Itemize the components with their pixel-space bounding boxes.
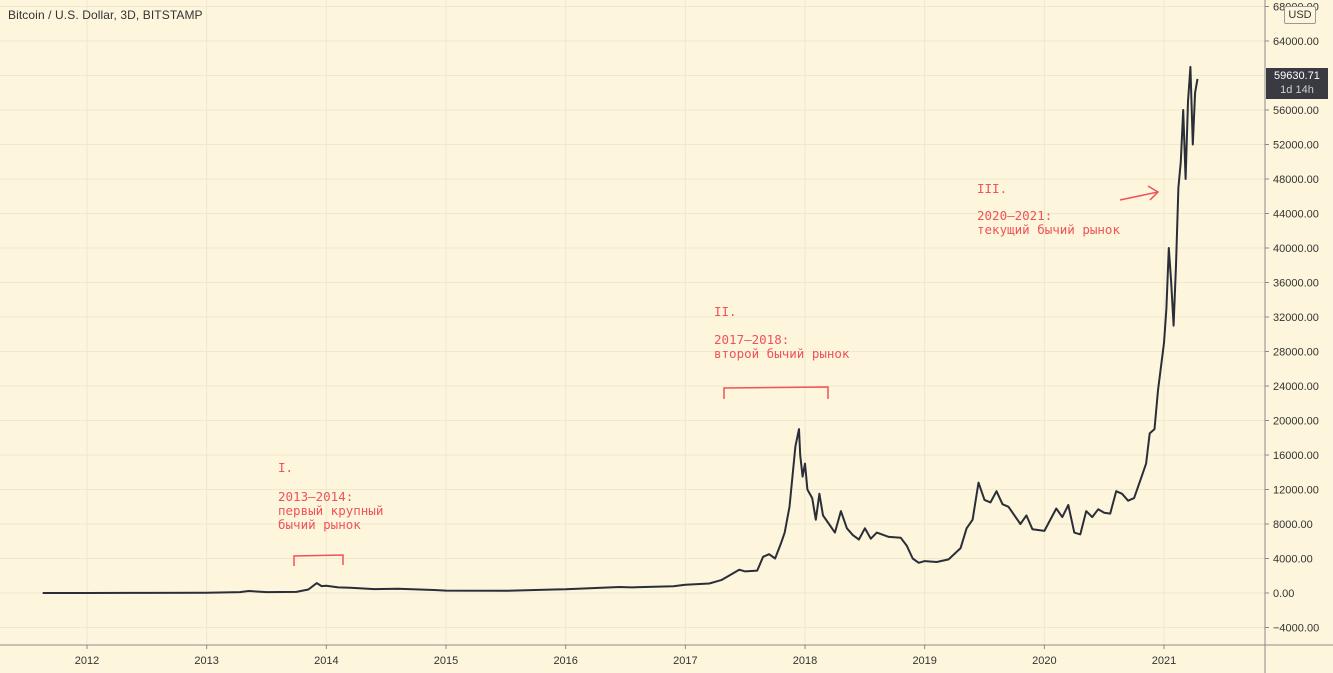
y-tick-label: 44000.00	[1273, 209, 1319, 221]
y-tick-label: 8000.00	[1273, 519, 1313, 531]
annotation-2-number: II.	[714, 304, 737, 319]
bar-countdown: 1d 14h	[1280, 84, 1314, 96]
currency-button[interactable]: USD	[1284, 6, 1316, 24]
y-tick-label: 64000.00	[1273, 36, 1319, 48]
y-tick-label: 0.00	[1273, 588, 1294, 600]
annotation-brackets	[293, 185, 1160, 566]
y-tick-label: 12000.00	[1273, 485, 1319, 497]
y-tick-label: 20000.00	[1273, 416, 1319, 428]
y-tick-label: 32000.00	[1273, 312, 1319, 324]
y-tick-label: −4000.00	[1273, 623, 1319, 635]
y-tick-label: 40000.00	[1273, 243, 1319, 255]
x-tick-label: 2014	[314, 655, 338, 667]
ticks: 68000.0064000.0056000.0052000.0048000.00…	[75, 2, 1319, 668]
y-tick-label: 4000.00	[1273, 554, 1313, 566]
y-tick-label: 52000.00	[1273, 140, 1319, 152]
x-tick-label: 2019	[912, 655, 936, 667]
arrow-3-shaft	[1119, 191, 1159, 201]
x-tick-label: 2018	[793, 655, 817, 667]
annotation-1-text: 2013–2014: первый крупный бычий рынок	[278, 489, 384, 532]
grid	[0, 0, 1265, 645]
annotation-1-number: I.	[278, 460, 294, 475]
price-line	[42, 65, 1199, 594]
annotation-3-number: III.	[977, 181, 1008, 196]
bracket-2	[723, 386, 829, 399]
bracket-1	[293, 554, 344, 566]
y-tick-label: 24000.00	[1273, 381, 1319, 393]
x-tick-label: 2017	[673, 655, 697, 667]
arrow-3-head	[1147, 185, 1160, 201]
x-tick-label: 2016	[553, 655, 577, 667]
x-tick-label: 2012	[75, 655, 99, 667]
y-tick-label: 36000.00	[1273, 278, 1319, 290]
x-tick-label: 2021	[1152, 655, 1176, 667]
last-price-value: 59630.71	[1274, 70, 1320, 82]
y-tick-label: 16000.00	[1273, 450, 1319, 462]
x-tick-label: 2015	[434, 655, 458, 667]
x-tick-label: 2013	[194, 655, 218, 667]
annotation-3-text: 2020–2021: текущий бычий рынок	[977, 208, 1120, 237]
y-tick-label: 48000.00	[1273, 174, 1319, 186]
x-tick-label: 2020	[1032, 655, 1056, 667]
annotation-2-text: 2017–2018: второй бычий рынок	[714, 332, 850, 361]
last-price-label: 59630.71 1d 14h	[1266, 68, 1328, 99]
chart-title: Bitcoin / U.S. Dollar, 3D, BITSTAMP	[8, 8, 203, 22]
y-tick-label: 28000.00	[1273, 347, 1319, 359]
y-tick-label: 56000.00	[1273, 105, 1319, 117]
